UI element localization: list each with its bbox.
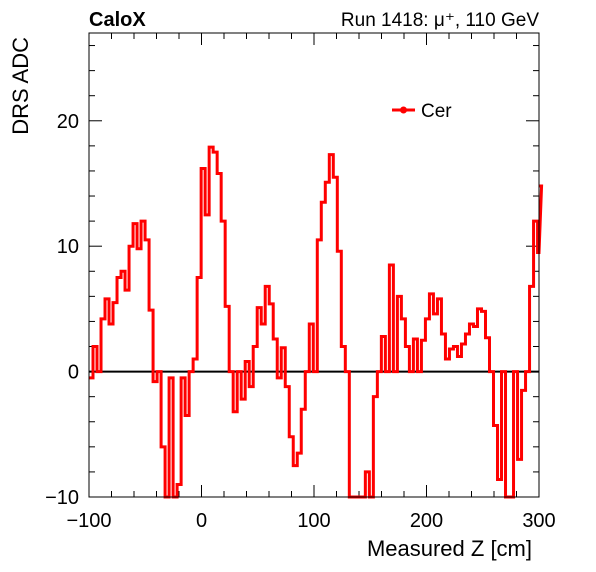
- x-tick-label: −100: [66, 510, 111, 532]
- series-cer-line: [89, 145, 544, 499]
- legend-marker-dot: [400, 106, 407, 114]
- x-tick-label: 100: [297, 510, 330, 532]
- y-tick-label: −10: [45, 487, 79, 509]
- y-tick-label: 20: [57, 111, 79, 133]
- y-axis-label: DRS ADC: [8, 37, 33, 135]
- y-tick-label: 10: [57, 236, 79, 258]
- legend: Cer: [392, 101, 452, 122]
- x-tick-labels: −100 0 100 200 300: [66, 510, 555, 532]
- y-tick-label: 0: [68, 362, 79, 384]
- plot-frame: [88, 32, 540, 498]
- series-group: [89, 145, 544, 499]
- y-tick-labels: −10 0 10 20: [45, 111, 79, 509]
- axis-ticks: [88, 33, 540, 498]
- x-tick-label: 200: [410, 510, 443, 532]
- x-tick-label: 0: [196, 510, 207, 532]
- x-tick-label: 300: [522, 510, 555, 532]
- legend-label-cer: Cer: [421, 101, 452, 122]
- header-title: CaloX: [89, 9, 146, 31]
- x-axis-label: Measured Z [cm]: [367, 536, 532, 561]
- header-run-info: Run 1418: μ⁺, 110 GeV: [341, 10, 539, 31]
